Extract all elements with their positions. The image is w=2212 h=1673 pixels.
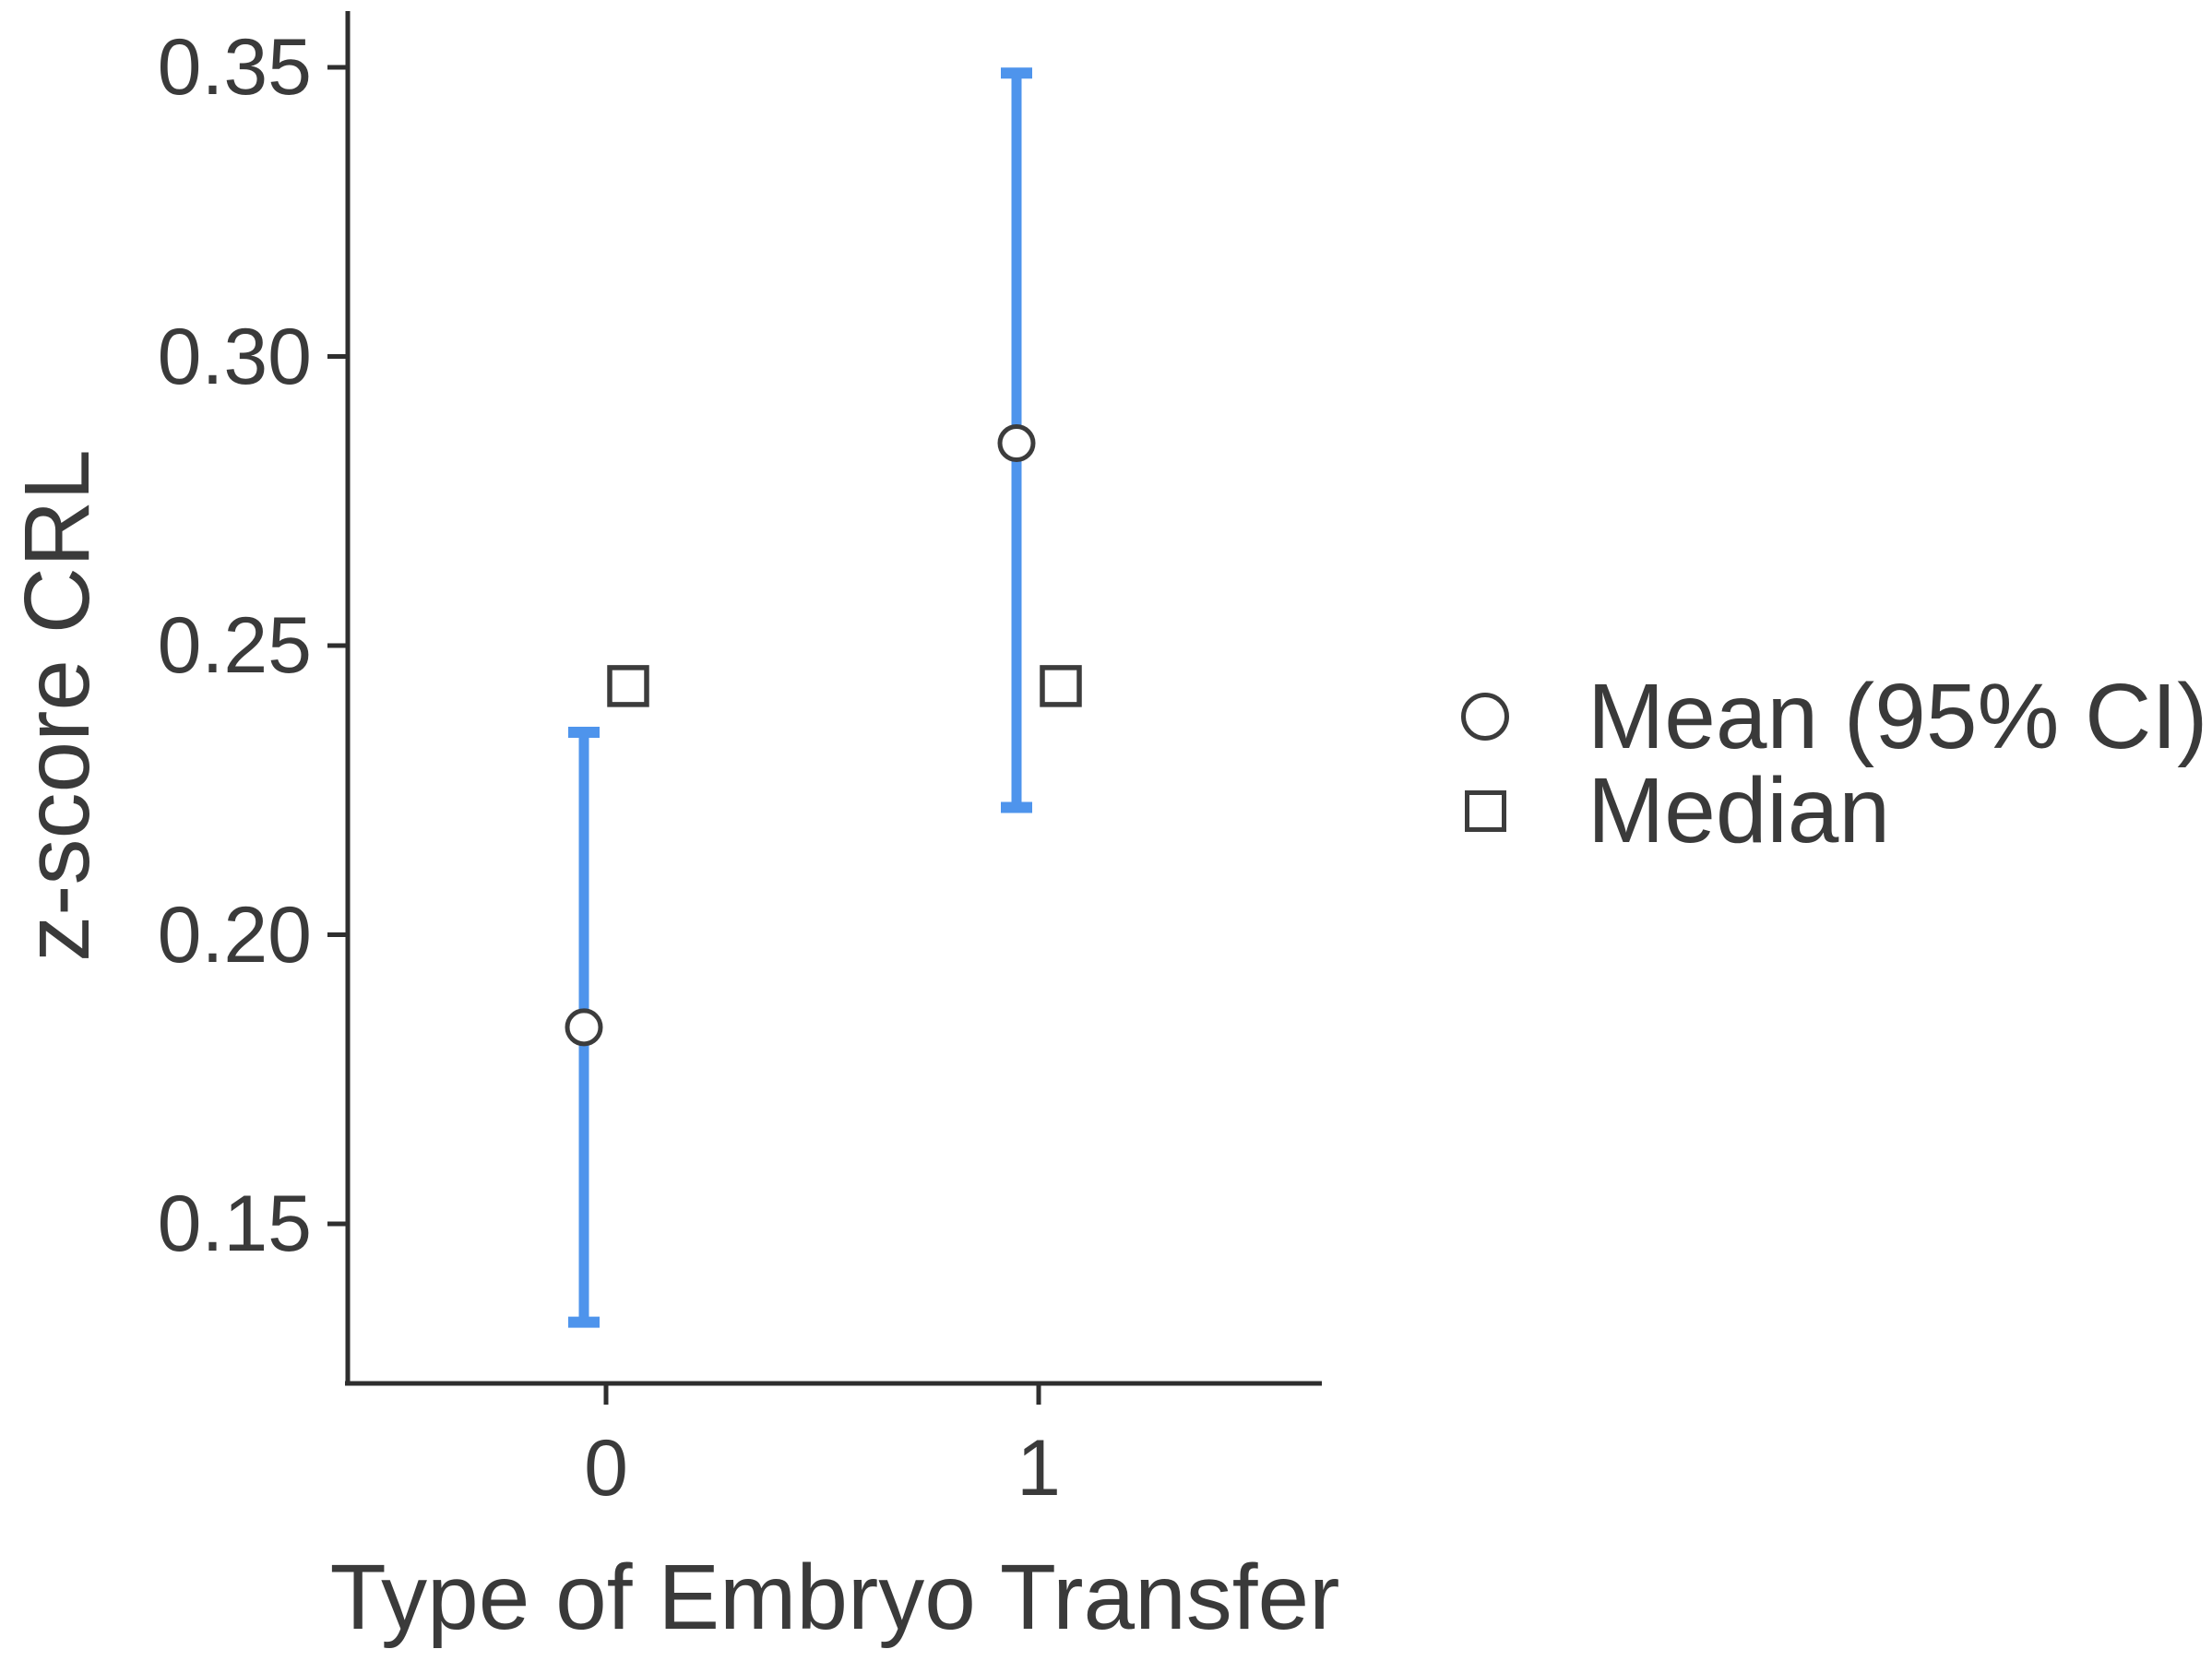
legend-marker-cell: [1461, 693, 1509, 741]
x-tick-label: 0: [584, 1424, 628, 1513]
median-square-icon: [1464, 789, 1506, 832]
y-tick-label: 0.35: [157, 23, 312, 112]
y-tick-label: 0.25: [157, 601, 312, 690]
legend-item-median: Median: [1461, 764, 2207, 858]
x-tick-label: 1: [1017, 1424, 1061, 1513]
legend-marker-cell: [1461, 787, 1509, 835]
median-marker: [607, 665, 649, 707]
legend: Mean (95% CI) Median: [1461, 670, 2207, 858]
legend-item-mean: Mean (95% CI): [1461, 670, 2207, 764]
mean-marker: [997, 424, 1036, 463]
y-tick-label: 0.30: [157, 312, 312, 401]
x-axis-title: Type of Embryo Transfer: [329, 1546, 1340, 1649]
median-marker: [1040, 665, 1082, 707]
mean-marker: [565, 1008, 603, 1047]
mean-circle-icon: [1461, 693, 1509, 741]
y-tick-label: 0.15: [157, 1180, 312, 1268]
y-tick-label: 0.20: [157, 890, 312, 979]
y-axis-title: z-score CRL: [6, 449, 109, 962]
legend-label-median: Median: [1588, 759, 1890, 862]
legend-label-mean: Mean (95% CI): [1588, 665, 2208, 768]
